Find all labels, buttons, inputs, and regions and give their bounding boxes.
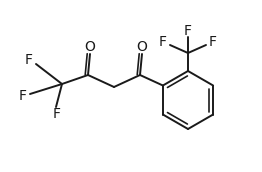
Text: F: F bbox=[53, 107, 61, 121]
Text: F: F bbox=[19, 89, 27, 103]
Text: F: F bbox=[209, 35, 217, 49]
Text: O: O bbox=[85, 40, 95, 54]
Text: F: F bbox=[25, 53, 33, 67]
Text: O: O bbox=[137, 40, 148, 54]
Text: F: F bbox=[159, 35, 167, 49]
Text: F: F bbox=[184, 24, 192, 38]
